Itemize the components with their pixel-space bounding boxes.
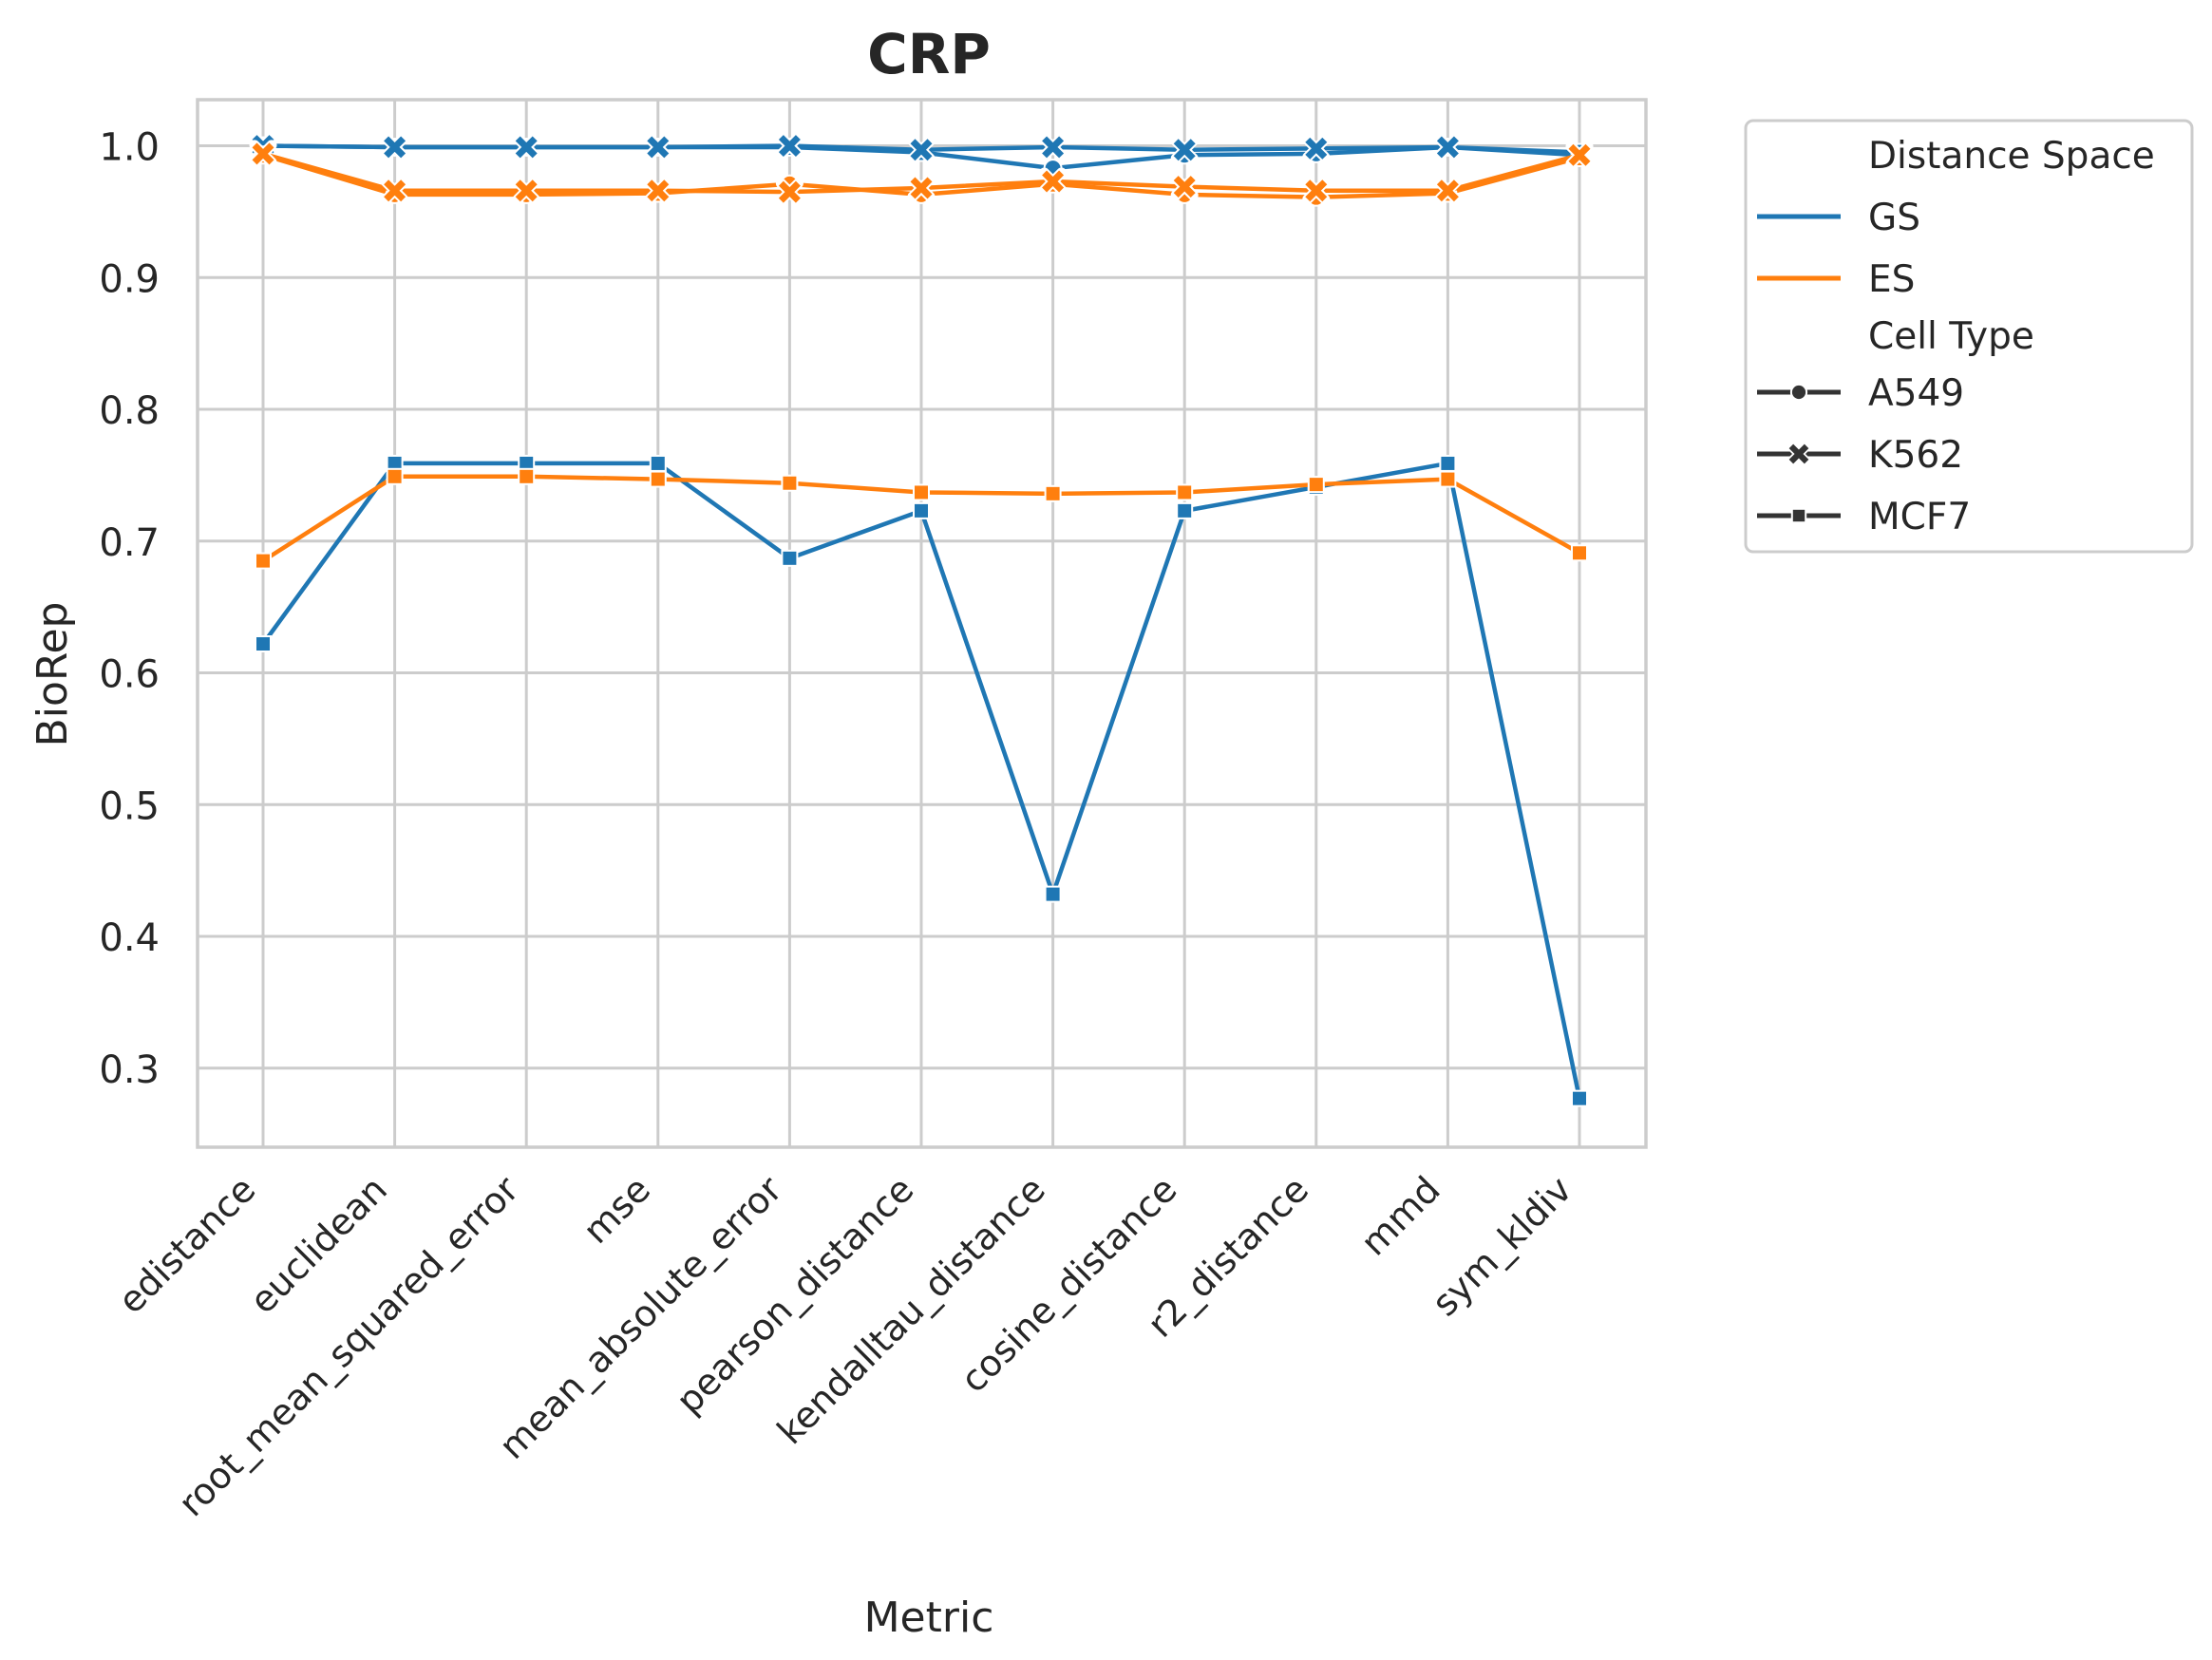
data-point: [381, 177, 409, 205]
data-point: [913, 501, 930, 519]
data-point: [386, 467, 404, 485]
data-point: [644, 133, 672, 161]
data-point: [649, 470, 667, 488]
data-point: [907, 174, 936, 202]
legend-title: Cell Type: [1868, 315, 2034, 358]
data-point: [649, 454, 667, 472]
data-point: [1307, 476, 1325, 494]
series-es-mcf7: [255, 467, 1588, 570]
data-point: [1170, 136, 1199, 164]
legend-marker: [1789, 383, 1808, 402]
y-tick-label: 1.0: [99, 126, 160, 170]
data-point: [1302, 177, 1331, 205]
data-point: [518, 467, 536, 485]
y-tick-label: 0.6: [99, 653, 160, 697]
data-point: [249, 140, 277, 168]
data-point: [512, 177, 540, 205]
data-point: [907, 136, 936, 164]
data-point: [775, 178, 804, 206]
data-point: [644, 177, 672, 205]
data-point: [781, 549, 799, 567]
y-tick-label: 0.9: [99, 257, 160, 301]
data-point: [1439, 470, 1457, 488]
data-point: [1565, 141, 1594, 169]
y-tick-label: 0.5: [99, 784, 160, 828]
y-axis-label: BioRep: [28, 602, 77, 747]
data-point: [512, 133, 540, 161]
series-layer: [249, 132, 1594, 1107]
data-point: [1433, 133, 1462, 161]
data-point: [255, 635, 272, 653]
data-point: [1170, 173, 1199, 201]
data-point: [1571, 544, 1588, 562]
legend-label: ES: [1868, 258, 1915, 301]
data-point: [1571, 1089, 1588, 1107]
legend-label: A549: [1868, 372, 1964, 415]
data-point: [1176, 501, 1194, 519]
data-point: [381, 133, 409, 161]
legend-marker: [1790, 507, 1807, 524]
legend-label: GS: [1868, 197, 1920, 239]
y-tick-label: 0.4: [99, 916, 160, 960]
data-point: [775, 132, 804, 160]
data-point: [1039, 167, 1068, 196]
data-point: [913, 483, 930, 501]
data-point: [781, 474, 799, 492]
data-point: [1176, 483, 1194, 501]
plot-frame: [196, 98, 1648, 1149]
data-point: [255, 552, 272, 570]
data-point: [1439, 454, 1457, 472]
data-point: [1302, 134, 1331, 162]
legend-label: K562: [1868, 434, 1963, 477]
y-tick-label: 0.7: [99, 521, 160, 565]
legend-title: Distance Space: [1868, 135, 2155, 178]
series-es-k562: [249, 140, 1594, 206]
data-point: [1044, 885, 1062, 903]
y-tick-label: 0.8: [99, 389, 160, 433]
data-point: [1039, 133, 1068, 161]
data-point: [1044, 484, 1062, 502]
legend-label: MCF7: [1868, 496, 1971, 538]
x-axis-label: Metric: [864, 1594, 994, 1642]
legend: Distance Space GS ES Cell Type A549 K562 MCF7: [1744, 119, 2194, 554]
series-gs-mcf7: [255, 454, 1588, 1107]
y-tick-labels: 0.3 0.4 0.5 0.6 0.7 0.8 0.9 1.0: [99, 126, 160, 1092]
chart-title: CRP: [867, 22, 991, 86]
y-tick-label: 0.3: [99, 1048, 160, 1092]
data-point: [1433, 177, 1462, 205]
legend-marker: [1786, 441, 1812, 467]
legend-box: [1744, 119, 2194, 554]
